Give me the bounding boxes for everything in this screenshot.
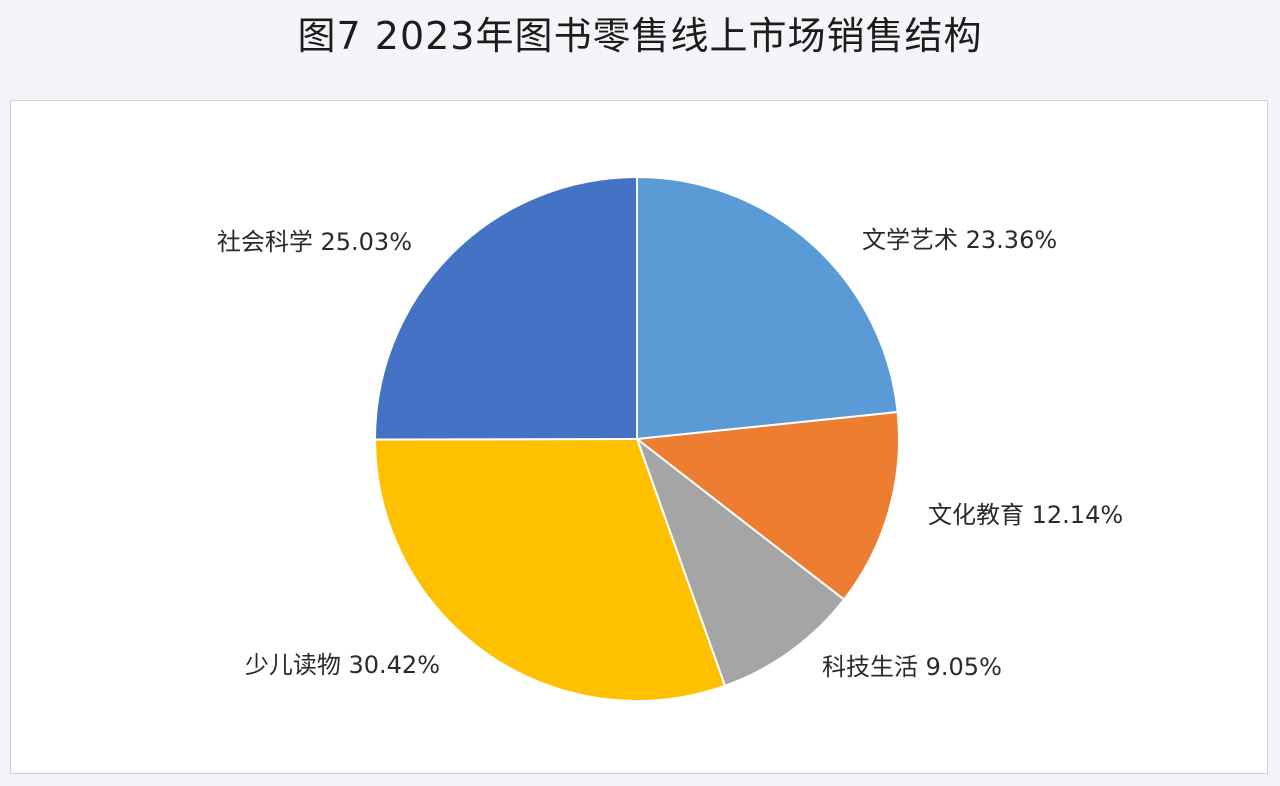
slice-label-3: 科技生活 9.05%: [822, 653, 1002, 681]
pie-slice-1: [636, 176, 899, 440]
pie-slices: [373, 176, 900, 702]
slice-label-1: 文学艺术 23.36%: [862, 226, 1057, 254]
pie-slice-2: [636, 411, 900, 601]
slice-label-5: 社会科学 25.03%: [217, 228, 412, 256]
pie-labels: 文学艺术 23.36% 文化教育 12.14% 科技生活 9.05% 少儿读物 30.…: [217, 226, 1123, 681]
pie-slice-3: [636, 438, 846, 687]
pie-slice-4: [374, 438, 726, 702]
slice-label-2: 文化教育 12.14%: [928, 501, 1123, 529]
slice-label-4: 少儿读物 30.42%: [245, 651, 440, 679]
chart-title: 图7 2023年图书零售线上市场销售结构: [297, 14, 983, 58]
pie-slice-5: [373, 176, 638, 441]
